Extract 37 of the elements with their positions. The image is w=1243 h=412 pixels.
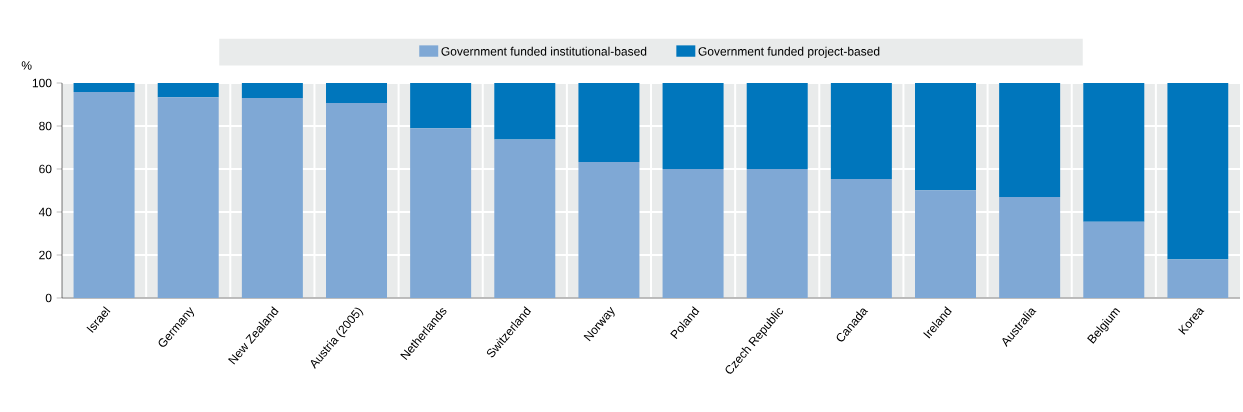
bar — [1167, 259, 1229, 298]
bar — [578, 161, 640, 298]
bar — [830, 83, 892, 179]
bar — [662, 169, 724, 298]
bar — [494, 83, 556, 140]
bar — [999, 83, 1061, 197]
legend-label: Government funded institutional-based — [441, 46, 647, 56]
y-tick-label: 0 — [45, 293, 52, 303]
bar — [746, 83, 808, 169]
bar — [1167, 83, 1229, 260]
legend-label: Government funded project-based — [698, 46, 880, 59]
bar — [746, 169, 808, 298]
y-axis-title: % — [21, 61, 32, 70]
y-tick-label: 100 — [32, 78, 52, 88]
bar — [915, 83, 976, 191]
bar — [494, 139, 556, 298]
bar — [73, 92, 135, 298]
bar — [410, 128, 472, 298]
y-tick-label: 20 — [39, 250, 52, 260]
y-tick-label: 60 — [39, 164, 52, 174]
bar — [157, 97, 219, 298]
bar — [915, 190, 976, 298]
bar — [410, 83, 472, 129]
bar — [326, 83, 387, 103]
bar — [830, 178, 892, 298]
bar — [1083, 221, 1145, 298]
bar — [578, 83, 640, 162]
bar — [999, 196, 1061, 298]
y-tick-label: 40 — [38, 207, 52, 217]
bar — [1083, 83, 1145, 222]
bar — [241, 83, 303, 99]
bar — [326, 103, 387, 298]
y-tick-label: 80 — [39, 121, 52, 131]
bar — [73, 83, 135, 93]
bar — [662, 83, 724, 169]
bar — [241, 98, 303, 298]
bar — [157, 83, 219, 98]
